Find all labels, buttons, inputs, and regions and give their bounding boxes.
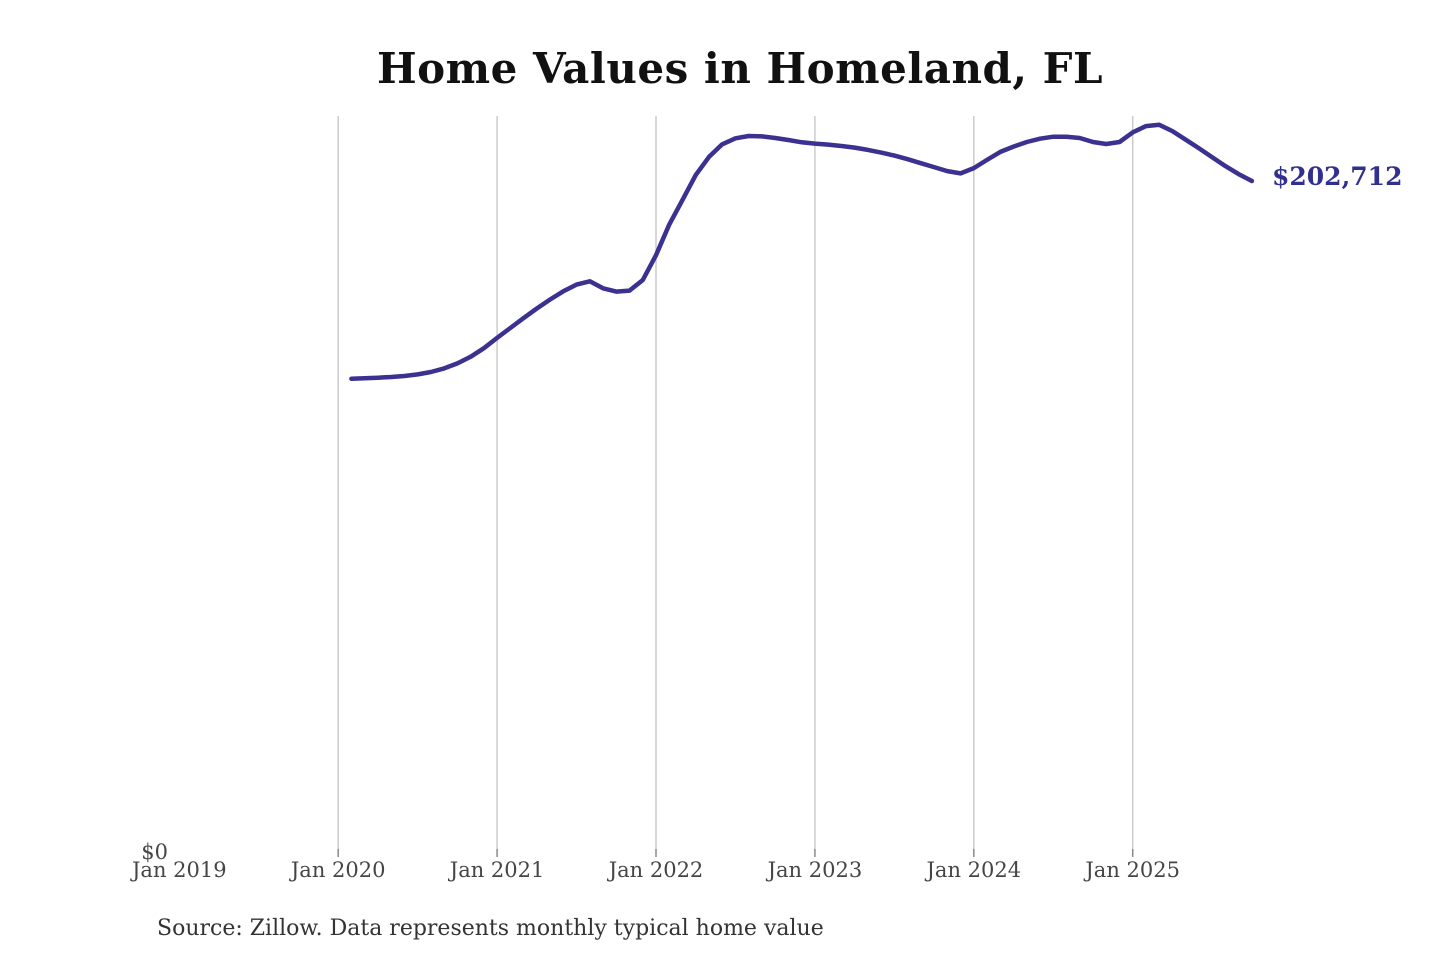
x-axis-label-jan-2019: Jan 2019	[132, 858, 227, 882]
x-axis-label-jan-2025: Jan 2025	[1085, 858, 1180, 882]
chart-title: Home Values in Homeland, FL	[376, 44, 1104, 93]
x-axis-label-jan-2022: Jan 2022	[608, 858, 704, 882]
source-note: Source: Zillow. Data represents monthly …	[157, 916, 824, 941]
y-axis-zero-label: $0	[141, 840, 168, 864]
series-line	[349, 122, 1255, 381]
x-axis-label-jan-2023: Jan 2023	[767, 858, 863, 882]
year-gridlines	[337, 116, 1134, 849]
x-axis-label-jan-2021: Jan 2021	[449, 858, 545, 882]
x-axis-label-jan-2024: Jan 2024	[926, 858, 1022, 882]
x-axis-label-jan-2020: Jan 2020	[290, 858, 386, 882]
latest-value-label: $202,712	[1272, 162, 1403, 191]
x-axis-ticks	[337, 849, 1134, 857]
